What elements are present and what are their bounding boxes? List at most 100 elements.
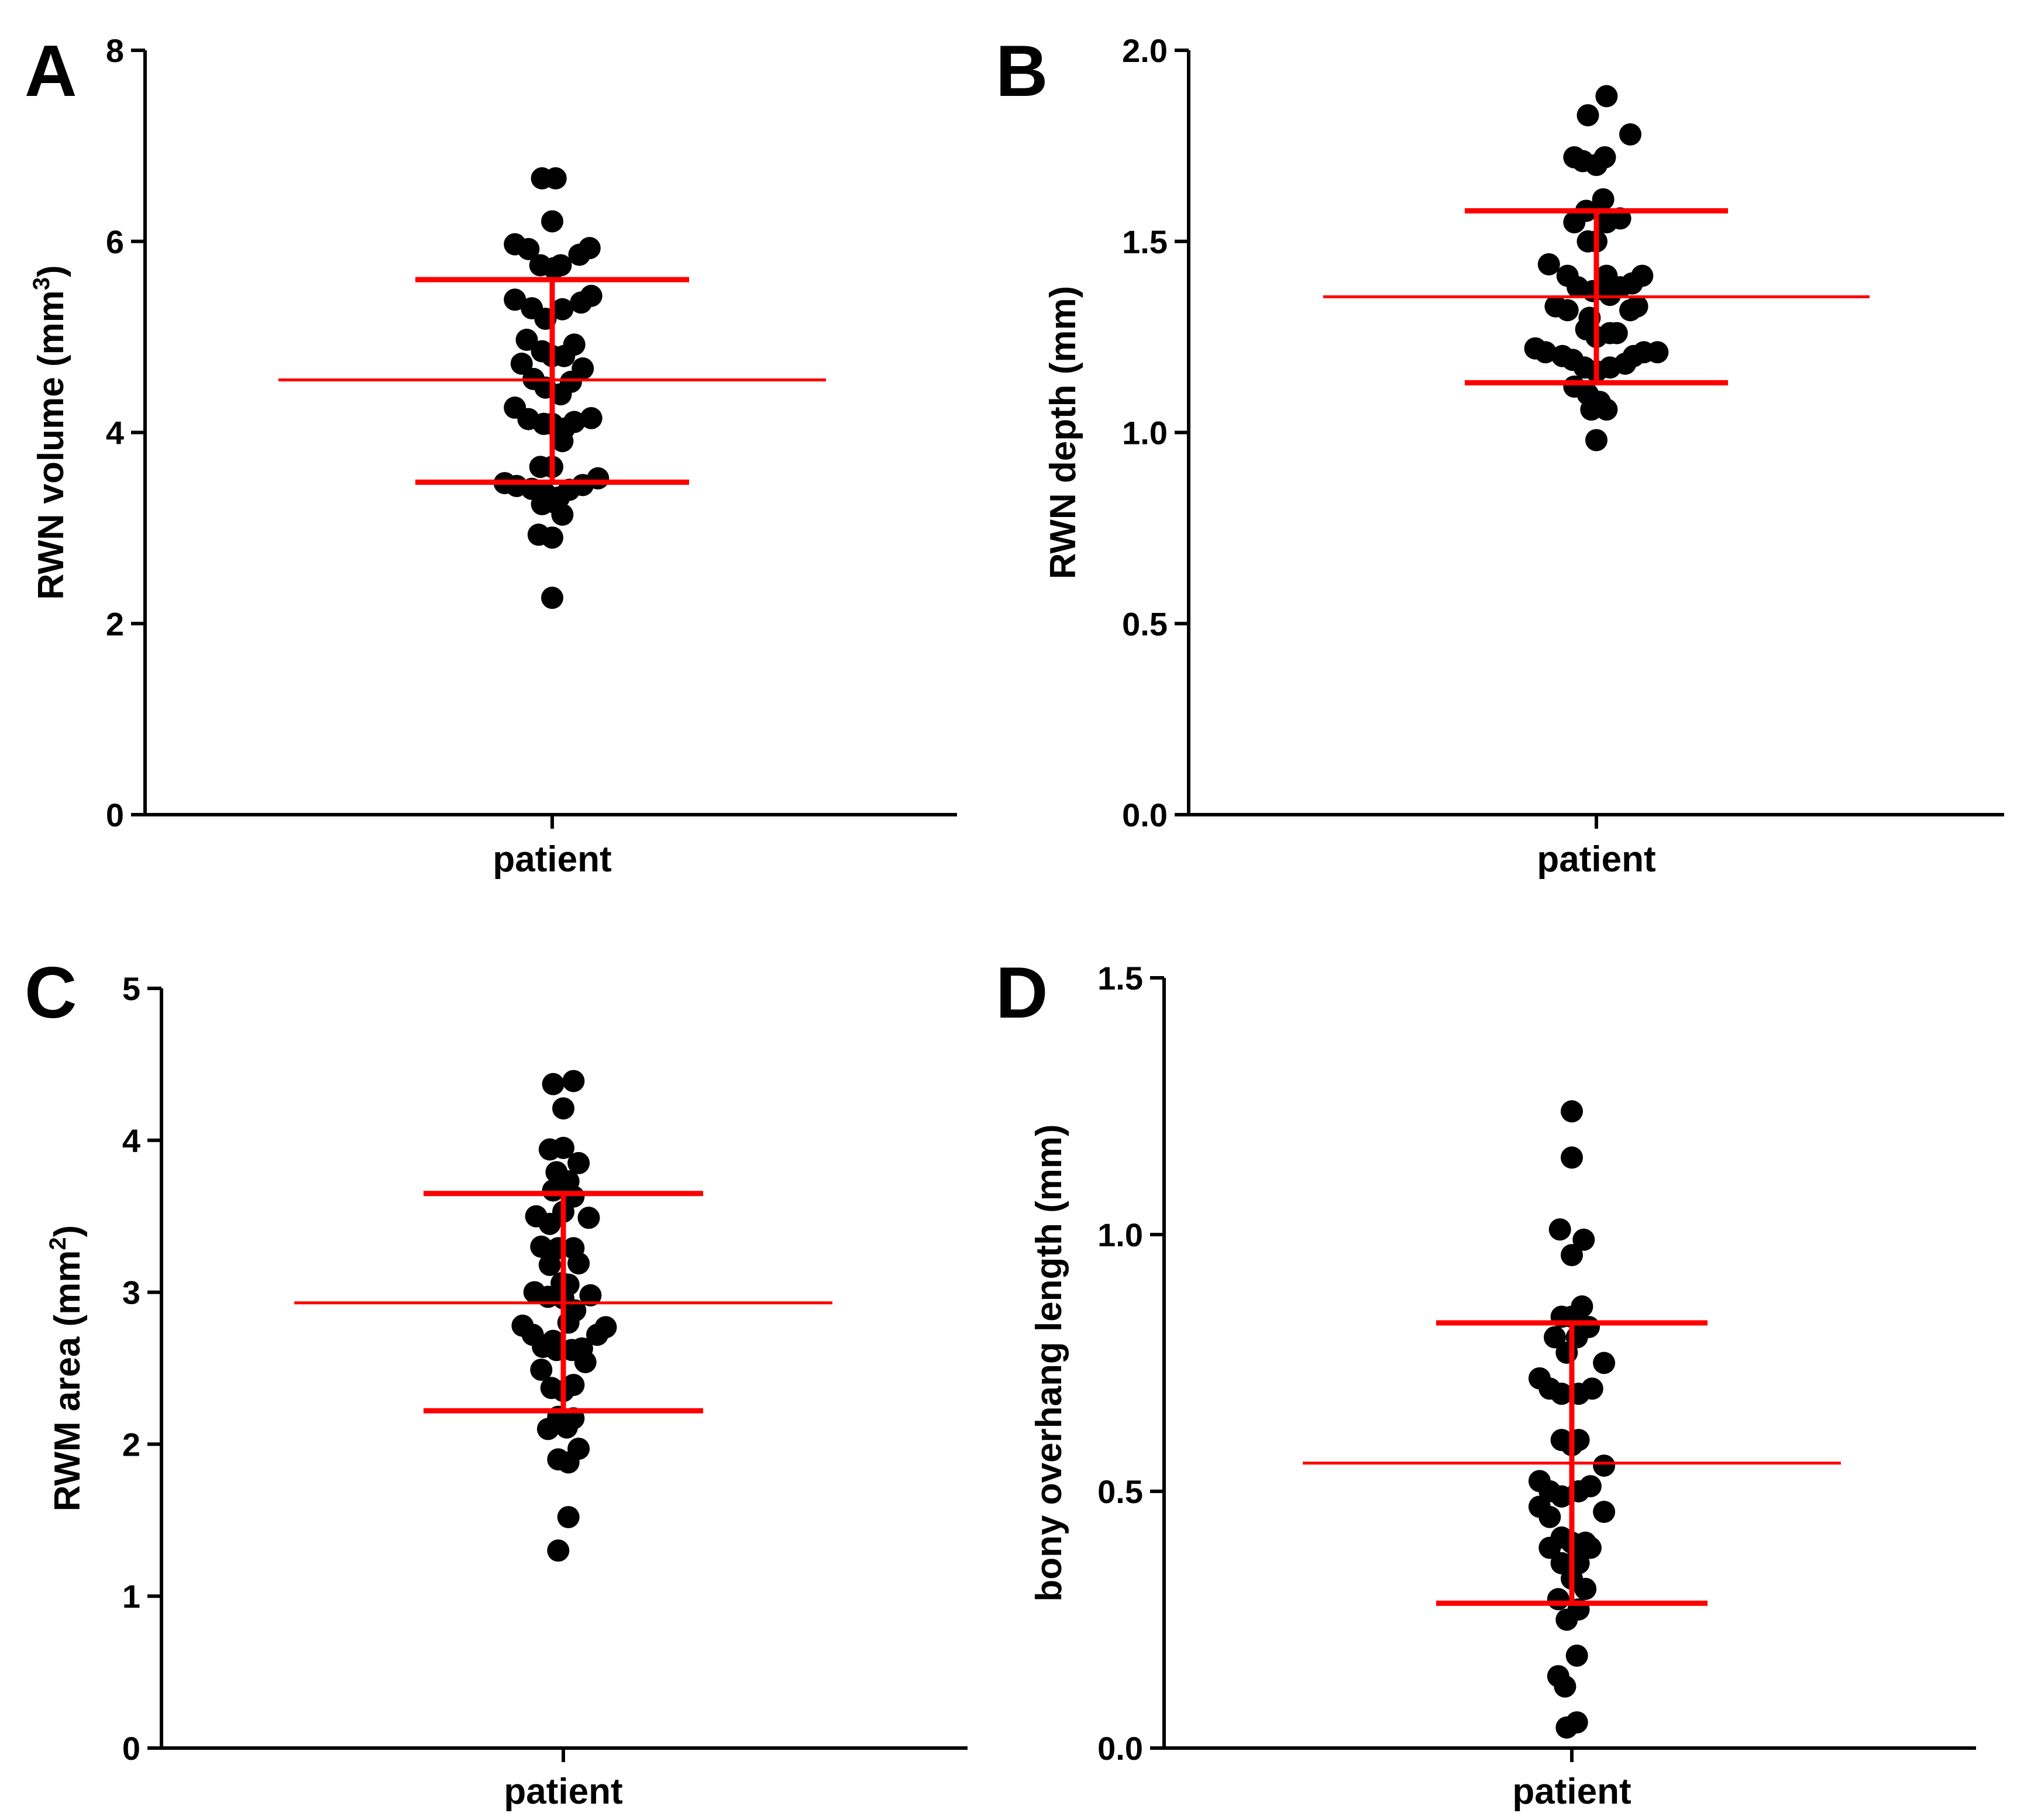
data-point [551, 504, 574, 526]
data-point [1555, 1608, 1578, 1631]
y-tick-label: 1.5 [1122, 223, 1168, 260]
y-tick-label: 4 [106, 415, 124, 451]
data-point [579, 1284, 602, 1307]
data-point [1579, 1536, 1602, 1559]
panel-a: A 0 2 4 6 8 patient RWN volume (mm3) [25, 31, 957, 880]
y-axis-title-superscript: 2 [45, 1237, 71, 1250]
panel-d: D 0.0 0.5 1.0 1.5 patient bony overhang length… [996, 953, 1976, 1812]
data-point [562, 1374, 585, 1397]
data-point [1544, 1326, 1566, 1349]
data-point [1605, 322, 1628, 344]
data-point [538, 1253, 561, 1276]
data-point [1561, 1244, 1583, 1267]
data-point [510, 352, 533, 375]
data-point [1555, 1341, 1578, 1364]
y-axis-title-text: bony overhang length (mm) [1029, 1124, 1069, 1601]
data-point [562, 1070, 585, 1092]
data-point [541, 587, 563, 609]
data-point [574, 1351, 597, 1374]
data-point [577, 1207, 600, 1229]
data-point [1561, 1146, 1583, 1169]
data-point [1572, 1228, 1595, 1251]
x-category-label: patient [1537, 839, 1655, 880]
data-point [517, 237, 540, 260]
data-point [515, 329, 538, 351]
data-point [567, 1252, 590, 1275]
data-points [493, 167, 610, 609]
data-point [1620, 272, 1643, 295]
data-point [594, 1316, 617, 1339]
data-point [1593, 1454, 1616, 1477]
data-point [1646, 341, 1669, 364]
data-point [557, 1311, 580, 1334]
y-tick-label: 8 [106, 32, 124, 69]
panel-letter: B [996, 31, 1048, 112]
y-tick-label: 0.5 [1122, 605, 1168, 642]
data-point [552, 1097, 574, 1120]
y-tick-label: 0.5 [1097, 1473, 1143, 1510]
y-axis-title-text: RWM area (mm [47, 1250, 88, 1512]
data-point [580, 406, 603, 429]
data-point [1574, 1577, 1597, 1600]
data-point [1595, 85, 1618, 108]
data-point [563, 333, 586, 356]
data-point [552, 1136, 574, 1159]
y-axis-title: RWN volume (mm3) [29, 265, 71, 599]
data-point [1538, 1505, 1561, 1528]
y-axis-title-text: RWN volume (mm [31, 290, 71, 599]
y-tick-label: 1 [122, 1578, 140, 1615]
data-point [1534, 341, 1557, 364]
x-category-label: patient [504, 1771, 622, 1812]
y-tick-label: 0.0 [1097, 1730, 1143, 1767]
y-tick-label: 0.0 [1122, 797, 1168, 833]
y-axis-title-end: ) [47, 1225, 88, 1238]
data-point [557, 1506, 580, 1529]
y-tick-label: 0 [106, 797, 124, 833]
y-axis-title-superscript: 3 [29, 277, 54, 290]
y-tick-label: 0 [122, 1730, 140, 1767]
y-tick-label: 1.0 [1097, 1216, 1143, 1253]
data-point [1556, 299, 1579, 322]
data-point [530, 1359, 553, 1381]
panel-letter: D [996, 953, 1048, 1033]
data-point [1554, 1675, 1576, 1698]
data-point [567, 1152, 590, 1174]
data-point [1626, 295, 1648, 318]
y-tick-label: 2 [106, 605, 124, 642]
y-tick-label: 5 [122, 970, 140, 1007]
data-point [504, 288, 526, 311]
y-axis-title-text: RWN depth (mm) [1043, 286, 1083, 580]
data-point [541, 526, 563, 549]
x-category-label: patient [493, 839, 611, 880]
data-point [530, 1235, 553, 1258]
data-point [1563, 211, 1586, 234]
data-point [1593, 146, 1616, 168]
x-category-label: patient [1512, 1771, 1631, 1812]
data-point [1548, 1218, 1571, 1241]
data-point [1579, 1475, 1602, 1498]
panel-letter: C [25, 953, 77, 1033]
data-point [1595, 398, 1618, 421]
y-tick-label: 2 [122, 1426, 140, 1463]
data-point [547, 1539, 570, 1562]
data-point [1565, 1644, 1588, 1667]
data-point [1550, 1485, 1573, 1508]
data-point [567, 1438, 590, 1460]
data-point [1592, 188, 1615, 211]
data-points [1528, 1100, 1616, 1739]
y-tick-label: 2.0 [1122, 32, 1168, 69]
data-point [1593, 1501, 1616, 1523]
data-point [531, 493, 553, 516]
y-tick-label: 4 [122, 1122, 140, 1159]
data-point [1580, 398, 1603, 421]
panel-letter: A [25, 31, 77, 112]
data-point [1565, 1711, 1588, 1734]
data-point [563, 411, 586, 433]
data-point [559, 370, 582, 393]
data-point [1585, 429, 1608, 451]
data-point [1537, 253, 1560, 275]
data-point [1547, 1588, 1569, 1611]
y-tick-label: 6 [106, 223, 124, 260]
y-axis-title: RWM area (mm2) [45, 1225, 88, 1512]
